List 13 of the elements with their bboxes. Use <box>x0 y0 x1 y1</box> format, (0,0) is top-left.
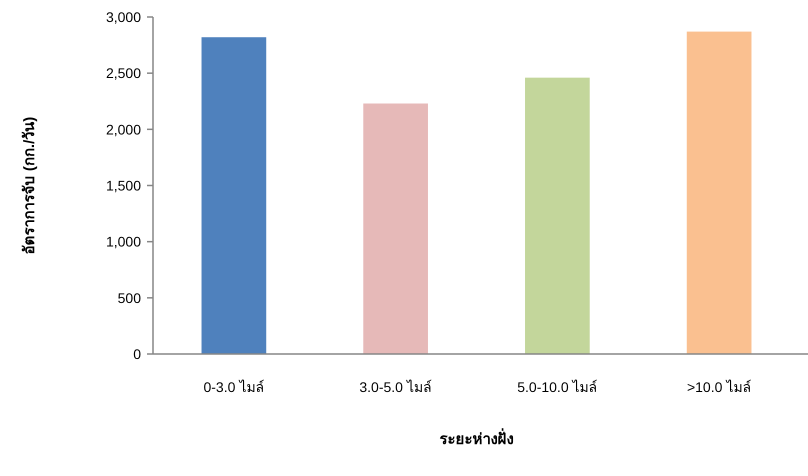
y-tick-label: 2,000 <box>106 121 142 138</box>
y-tick-label: 0 <box>133 346 142 362</box>
x-tick-label: 5.0-10.0 ไมล์ <box>517 379 598 395</box>
y-tick-label: 1,000 <box>106 234 142 250</box>
x-tick-label: >10.0 ไมล์ <box>686 379 752 395</box>
y-tick-label: 1,500 <box>106 178 142 194</box>
y-tick-label: 3,000 <box>106 9 142 25</box>
x-tick-label: 3.0-5.0 ไมล์ <box>359 379 432 395</box>
x-axis-title: ระยะห่างฝั่ง <box>440 428 514 448</box>
y-tick-label: 2,500 <box>106 65 142 82</box>
y-tick-label: 500 <box>118 290 142 306</box>
y-axis-title: อัตราการจับ (กก./วัน) <box>21 116 38 254</box>
x-tick-label: 0-3.0 ไมล์ <box>203 379 264 395</box>
